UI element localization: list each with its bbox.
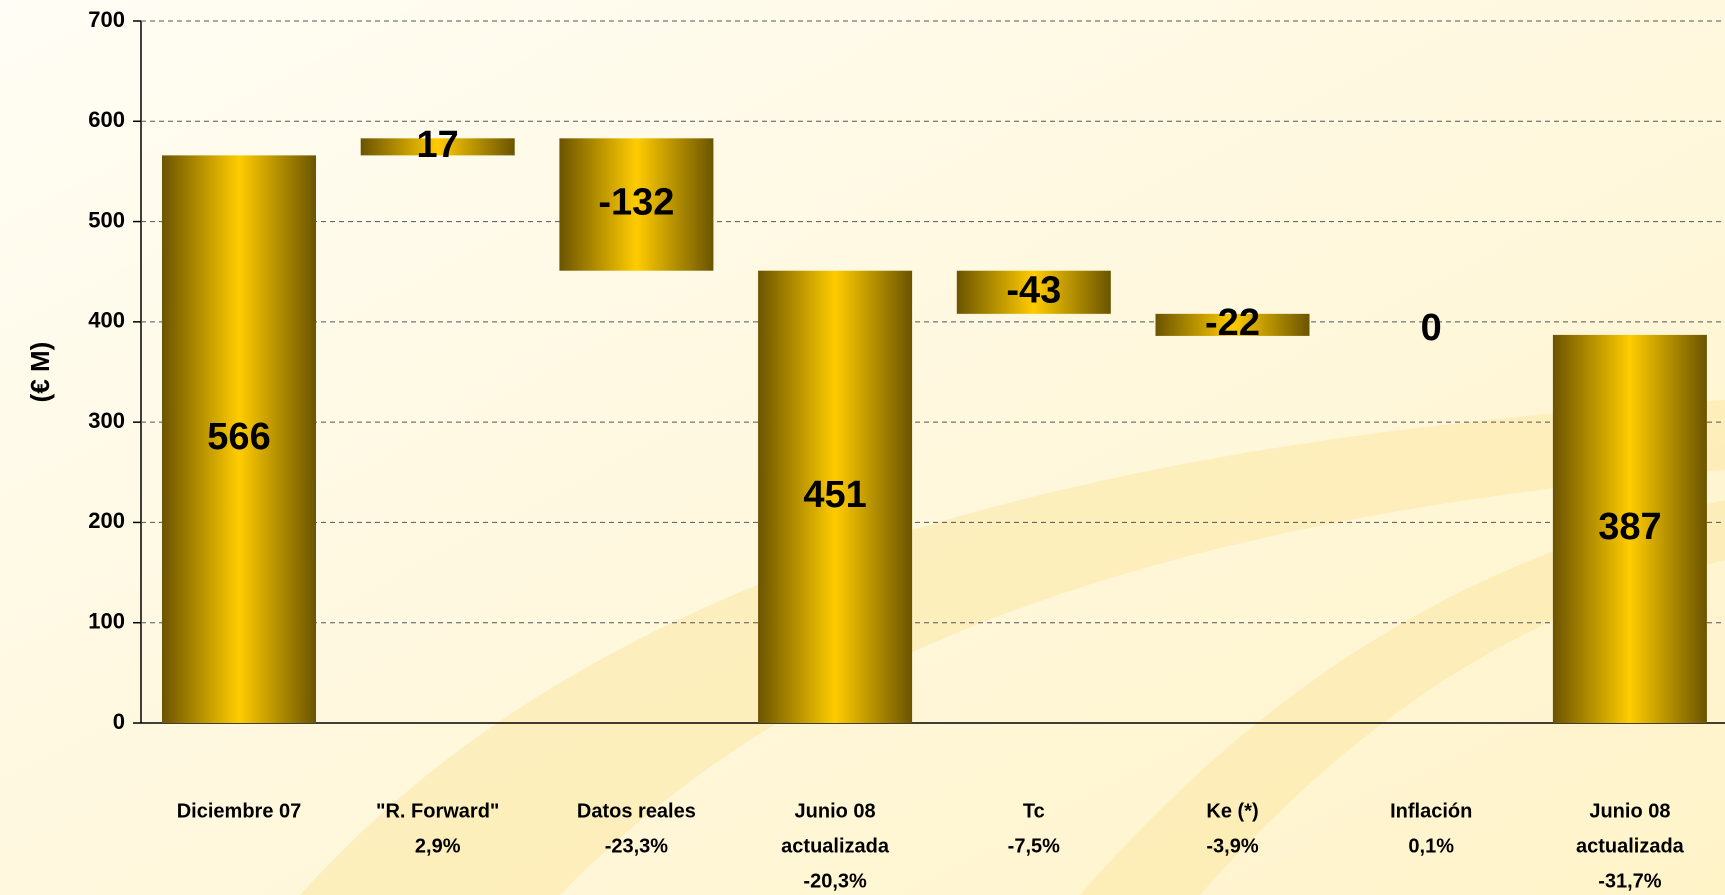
x-tick-label: Diciembre 07 <box>177 800 302 822</box>
y-tick-label: 200 <box>88 508 125 533</box>
x-tick-label: -20,3% <box>803 870 867 892</box>
x-tick-label: Inflación <box>1390 800 1472 822</box>
x-tick-label: Tc <box>1023 800 1045 822</box>
bar <box>360 138 515 156</box>
y-tick-label: 500 <box>88 207 125 232</box>
bar <box>956 270 1111 314</box>
x-tick-label: 0,1% <box>1408 835 1454 857</box>
bar <box>559 138 714 271</box>
x-tick-label: -7,5% <box>1008 835 1060 857</box>
x-tick-label: Datos reales <box>577 800 696 822</box>
value-label: 451 <box>803 474 866 516</box>
y-tick-label: 400 <box>88 308 125 333</box>
bar <box>758 270 913 723</box>
value-label: 566 <box>207 416 270 458</box>
x-tick-label: "R. Forward" <box>376 800 499 822</box>
value-label: -132 <box>598 182 674 224</box>
x-tick-label: 2,9% <box>415 835 461 857</box>
x-tick-label: actualizada <box>1576 835 1685 857</box>
x-tick-label: -3,9% <box>1206 835 1258 857</box>
y-axis-label: (€ M) <box>25 342 55 403</box>
y-tick-label: 600 <box>88 107 125 132</box>
value-label: 17 <box>417 124 459 166</box>
x-tick-label: -31,7% <box>1598 870 1662 892</box>
x-tick-label: -23,3% <box>605 835 669 857</box>
bar <box>1155 313 1310 336</box>
value-label: 387 <box>1598 506 1661 548</box>
decor-swoosh <box>300 400 1725 895</box>
x-tick-label: actualizada <box>781 835 890 857</box>
value-label: -43 <box>1006 269 1061 311</box>
bar <box>162 155 316 723</box>
y-tick-label: 100 <box>88 609 125 634</box>
y-tick-label: 700 <box>88 7 125 32</box>
bar <box>1552 334 1707 723</box>
x-tick-label: Ke (*) <box>1206 800 1258 822</box>
y-tick-label: 300 <box>88 408 125 433</box>
value-label: 0 <box>1421 307 1442 349</box>
y-tick-label: 0 <box>113 709 125 734</box>
x-tick-label: Junio 08 <box>1589 800 1670 822</box>
value-label: -22 <box>1205 302 1260 344</box>
x-tick-label: Junio 08 <box>795 800 876 822</box>
